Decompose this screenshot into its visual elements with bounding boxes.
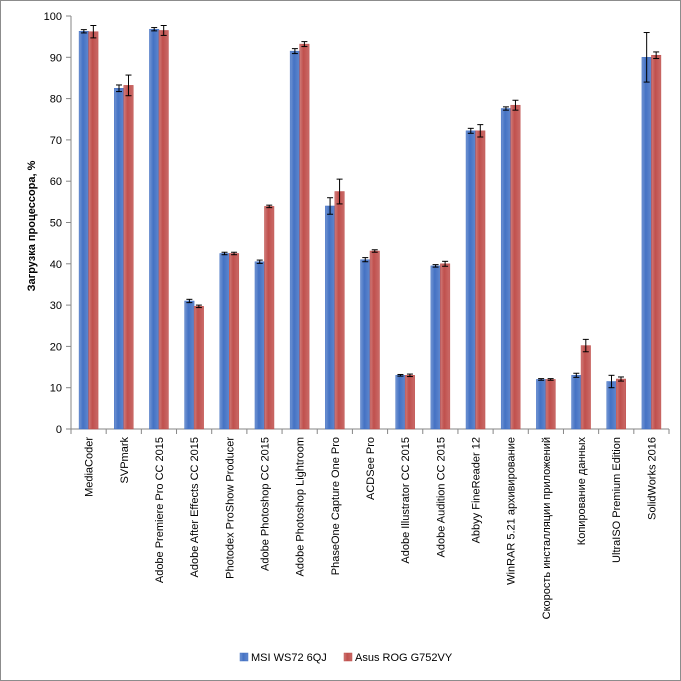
category-labels: MediaCoder SVPmark Adobe Premiere Pro CC 2… [84, 437, 659, 620]
bar-asus [440, 263, 451, 430]
bar-asus [615, 378, 626, 430]
category-label: Adobe Photoshop CC 2015 [259, 437, 271, 571]
bar-asus [369, 250, 380, 430]
category-label: PhaseOne Capture One Pro [330, 437, 342, 575]
bar-msi [78, 31, 89, 430]
legend: MSI WS72 6QJ Asus ROG G752VY [239, 652, 453, 664]
category-label: SVPmark [119, 437, 131, 484]
bar-asus [545, 379, 556, 430]
bar-asus [158, 30, 169, 430]
bar-asus [88, 31, 99, 430]
bar-msi [395, 375, 406, 430]
category-label: MediaCoder [84, 437, 96, 497]
bar-msi [606, 381, 617, 430]
bar-asus [123, 85, 134, 430]
bar-asus [404, 375, 415, 430]
y-tick-label: 10 [50, 383, 62, 395]
category-label: SolidWorks 2016 [646, 437, 658, 520]
bar-msi [289, 50, 300, 430]
bars [78, 24, 662, 430]
bar-msi [325, 205, 336, 430]
bar-msi [114, 88, 125, 430]
legend-swatch [239, 652, 249, 662]
bar-asus [510, 104, 521, 430]
bar-msi [430, 265, 441, 430]
category-label: Adobe Audition CC 2015 [435, 437, 447, 557]
bar-asus [229, 253, 240, 430]
y-tick-label: 90 [50, 52, 62, 64]
y-tick-label: 40 [50, 259, 62, 271]
bar-msi [149, 28, 160, 430]
y-tick-label: 50 [50, 218, 62, 230]
category-label: Копирование данных [576, 437, 588, 546]
category-label: Photodex ProShow Producer [224, 437, 236, 579]
y-tick-label: 0 [56, 424, 62, 436]
bar-asus [264, 206, 275, 430]
y-tick-label: 80 [50, 94, 62, 106]
category-label: Adobe After Effects CC 2015 [189, 437, 201, 577]
bar-msi [184, 300, 195, 430]
bar-asus [580, 345, 591, 430]
bar-msi [536, 379, 547, 430]
bar-asus [475, 130, 486, 430]
category-label: ACDSee Pro [365, 437, 377, 500]
bar-msi [360, 259, 371, 430]
bar-asus [334, 191, 345, 430]
category-label: UltraISO Premium Edition [611, 437, 623, 563]
bar-msi [254, 261, 265, 430]
legend-label: Asus ROG G752VY [355, 652, 453, 664]
category-label: Adobe Photoshop Lightroom [295, 437, 307, 576]
bar-msi [641, 57, 652, 430]
category-label: Скорость инсталляции приложений [541, 437, 553, 619]
axes: 0 10 20 30 40 50 60 70 80 90 100 [44, 11, 670, 436]
y-tick-label: 60 [50, 176, 62, 188]
legend-swatch [343, 652, 353, 662]
category-label: Abbyy FineReader 12 [471, 437, 483, 543]
legend-label: MSI WS72 6QJ [251, 652, 327, 664]
bar-asus [651, 54, 662, 430]
y-tick-label: 100 [44, 11, 62, 23]
bar-msi [219, 253, 230, 430]
y-tick-label: 20 [50, 341, 62, 353]
bar-msi [465, 130, 476, 430]
y-axis-title: Загрузка процессора, % [26, 160, 38, 291]
category-label: WinRAR 5.21 архивирование [506, 437, 518, 585]
bar-msi [571, 375, 582, 430]
category-label: Adobe Illustrator CC 2015 [400, 437, 412, 564]
bar-msi [500, 108, 511, 430]
bar-asus [299, 43, 310, 430]
y-tick-label: 30 [50, 300, 62, 312]
bar-asus [193, 306, 204, 430]
category-label: Adobe Premiere Pro CC 2015 [154, 437, 166, 583]
y-tick-label: 70 [50, 135, 62, 147]
